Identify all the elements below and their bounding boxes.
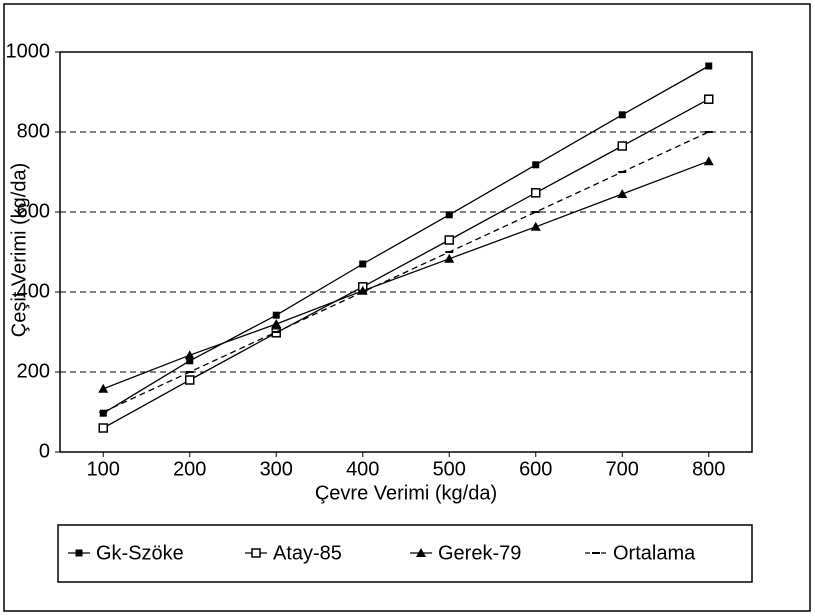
x-tick-label: 500 [433, 458, 466, 480]
marker [98, 423, 108, 433]
marker [531, 188, 541, 198]
marker [75, 549, 83, 557]
marker [186, 357, 194, 365]
marker [251, 548, 261, 558]
marker [99, 409, 107, 417]
marker [98, 383, 109, 393]
x-tick-label: 300 [260, 458, 293, 480]
marker [705, 62, 713, 70]
y-tick-label: 400 [17, 280, 50, 302]
series-line [102, 98, 710, 429]
series-line [103, 160, 709, 390]
legend-item: Atay-85 [245, 542, 342, 564]
legend-label: Gerek-79 [438, 542, 521, 564]
marker [444, 253, 455, 263]
legend-item: Gk-Szöke [68, 542, 184, 564]
marker [704, 94, 714, 104]
x-axis-label: Çevre Verimi (kg/da) [315, 482, 497, 504]
x-tick-label: 400 [346, 458, 379, 480]
legend-item: Ortalama [585, 542, 696, 564]
legend-label: Ortalama [613, 542, 696, 564]
x-tick-label: 800 [692, 458, 725, 480]
marker [185, 375, 195, 385]
marker [272, 311, 280, 319]
plot-area [59, 51, 753, 453]
x-tick-label: 200 [173, 458, 206, 480]
marker [359, 260, 367, 268]
marker [617, 141, 627, 151]
marker [271, 319, 282, 328]
x-tick-label: 100 [87, 458, 120, 480]
y-tick-label: 200 [17, 360, 50, 382]
marker [532, 161, 540, 169]
x-tick-label: 600 [519, 458, 552, 480]
marker [444, 235, 454, 245]
y-tick-label: 0 [39, 440, 50, 462]
marker [617, 189, 628, 198]
marker [445, 211, 453, 219]
marker [416, 548, 426, 557]
legend-label: Gk-Szöke [96, 542, 184, 564]
series-line [102, 131, 710, 413]
x-tick-label: 700 [606, 458, 639, 480]
marker [618, 111, 626, 119]
y-axis-label: Çeşit Verimi (kg/da) [8, 163, 30, 338]
legend-item: Gerek-79 [410, 542, 521, 564]
marker [184, 350, 195, 360]
frame [3, 3, 811, 612]
series-line [102, 65, 710, 414]
legend-label: Atay-85 [273, 542, 342, 564]
marker [703, 156, 714, 166]
y-tick-label: 1000 [6, 40, 51, 62]
marker [530, 221, 541, 231]
legend-box [57, 524, 753, 583]
y-tick-label: 600 [17, 200, 50, 222]
y-tick-label: 800 [17, 120, 50, 142]
